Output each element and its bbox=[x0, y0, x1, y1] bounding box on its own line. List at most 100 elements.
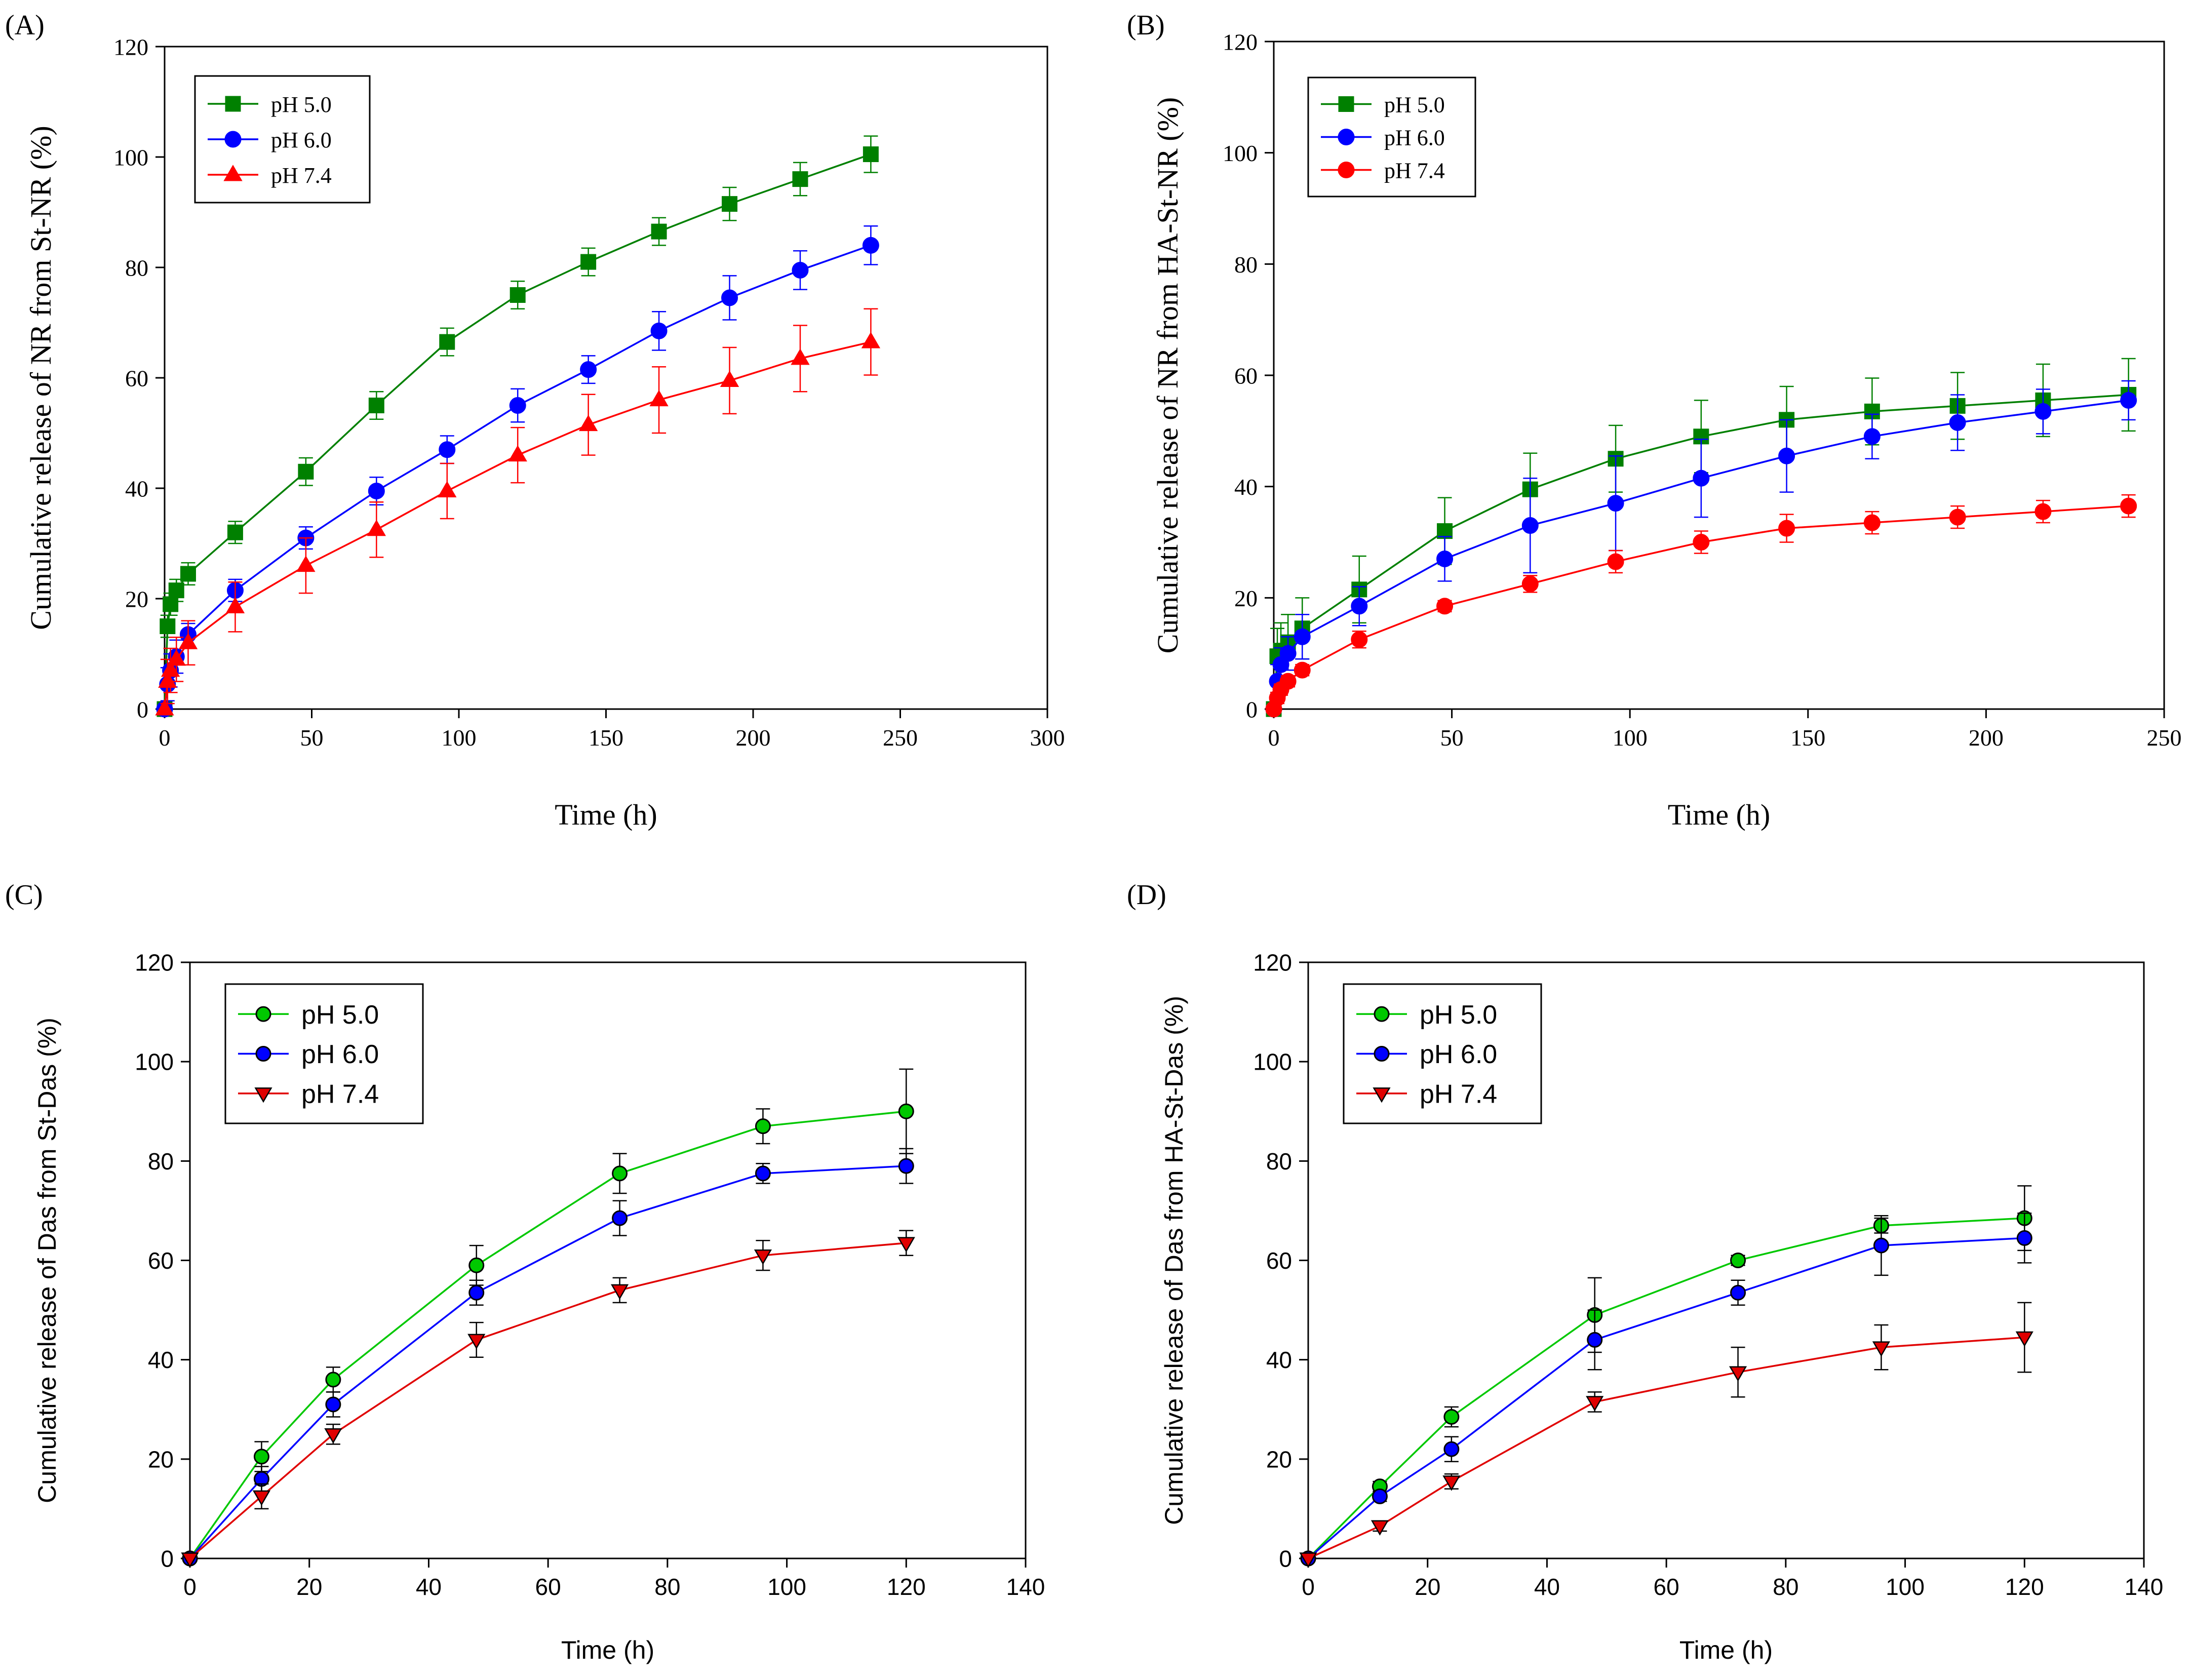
legend-marker bbox=[223, 165, 243, 181]
series-line bbox=[189, 1242, 907, 1559]
x-tick-label: 200 bbox=[1969, 725, 2004, 751]
data-point bbox=[2016, 1230, 2032, 1246]
y-tick-label: 0 bbox=[1279, 1546, 1292, 1572]
legend-marker bbox=[1374, 1006, 1390, 1022]
data-point bbox=[1279, 673, 1297, 690]
y-tick-label: 120 bbox=[113, 34, 148, 60]
data-point bbox=[1436, 550, 1454, 567]
data-point bbox=[227, 524, 243, 540]
data-point bbox=[161, 660, 180, 677]
x-tick-label: 0 bbox=[159, 725, 171, 751]
data-point bbox=[1586, 1396, 1604, 1412]
data-point bbox=[467, 1334, 486, 1350]
y-tick-label: 40 bbox=[125, 476, 148, 502]
data-point bbox=[1443, 1441, 1460, 1457]
y-tick-label: 40 bbox=[148, 1347, 174, 1373]
y-tick-label: 40 bbox=[1266, 1347, 1292, 1373]
legend: pH 5.0 pH 6.0 pH 7.4 bbox=[1307, 76, 1476, 198]
y-tick-label: 0 bbox=[1246, 697, 1258, 723]
data-point bbox=[468, 1284, 485, 1301]
data-point bbox=[1778, 520, 1795, 537]
x-tick-label: 60 bbox=[1654, 1574, 1679, 1600]
y-tick-label: 20 bbox=[1234, 585, 1258, 611]
data-point bbox=[791, 348, 810, 365]
data-point bbox=[368, 482, 385, 499]
legend-marker bbox=[224, 131, 242, 148]
legend-label: pH 7.4 bbox=[301, 1080, 379, 1109]
data-point bbox=[1351, 598, 1368, 615]
x-tick-label: 200 bbox=[736, 725, 771, 751]
data-point bbox=[612, 1165, 628, 1182]
data-point bbox=[1371, 1520, 1389, 1536]
legend-label: pH 5.0 bbox=[301, 1000, 379, 1030]
legend-label: pH 6.0 bbox=[301, 1040, 379, 1069]
x-tick-label: 250 bbox=[2147, 725, 2182, 751]
series-ph-6-0 bbox=[182, 1148, 914, 1567]
data-point bbox=[1778, 447, 1795, 464]
series-ph-5-0 bbox=[156, 135, 879, 717]
x-tick-label: 40 bbox=[416, 1574, 442, 1600]
data-point bbox=[1949, 509, 1966, 526]
data-point bbox=[168, 582, 184, 599]
chart-panel-b: (B) 0 50 100 150 200 250 0 20 40 60 80 100 120 Time (h… bbox=[1127, 10, 2182, 831]
panel-label: (A) bbox=[5, 10, 45, 41]
data-point bbox=[1863, 514, 1881, 531]
data-point bbox=[252, 1490, 270, 1506]
x-axis-label: Time (h) bbox=[555, 798, 657, 831]
x-tick-label: 20 bbox=[296, 1574, 322, 1600]
data-point bbox=[612, 1210, 628, 1226]
y-tick-label: 80 bbox=[1234, 252, 1258, 278]
y-tick-label: 20 bbox=[148, 1446, 174, 1472]
legend-entry: pH 6.0 bbox=[238, 1040, 379, 1069]
y-tick-label: 120 bbox=[135, 950, 174, 976]
y-tick-label: 100 bbox=[1223, 140, 1258, 166]
data-point bbox=[1442, 1475, 1461, 1491]
data-point bbox=[325, 1372, 341, 1388]
data-point bbox=[178, 633, 198, 649]
data-point bbox=[651, 223, 667, 240]
data-point bbox=[510, 287, 526, 303]
panel-label: (B) bbox=[1127, 10, 1165, 41]
x-tick-label: 50 bbox=[300, 725, 324, 751]
y-tick-label: 0 bbox=[161, 1546, 174, 1572]
x-axis-label: Time (h) bbox=[1679, 1636, 1773, 1664]
panel-label: (C) bbox=[5, 879, 43, 911]
data-point bbox=[368, 398, 384, 413]
data-point bbox=[1729, 1366, 1747, 1382]
x-tick-label: 140 bbox=[1006, 1574, 1045, 1600]
y-tick-label: 60 bbox=[1266, 1247, 1292, 1274]
series-ph-7-4 bbox=[181, 1230, 915, 1568]
x-tick-label: 100 bbox=[1886, 1574, 1925, 1600]
legend-marker bbox=[254, 1087, 272, 1103]
y-tick-label: 100 bbox=[135, 1049, 174, 1075]
data-point bbox=[2034, 503, 2052, 520]
chart-panel-a: (A) 0 50 100 150 200 250 300 0 20 40 60 80 100 120 Time… bbox=[5, 10, 1065, 831]
data-point bbox=[181, 1552, 199, 1568]
series-line bbox=[1307, 1217, 2025, 1559]
legend: pH 5.0 pH 6.0 pH 7.4 bbox=[1343, 983, 1542, 1124]
data-point bbox=[225, 597, 245, 613]
data-point bbox=[2120, 392, 2137, 409]
legend-marker bbox=[1338, 162, 1355, 178]
x-tick-label: 120 bbox=[887, 1574, 926, 1600]
x-tick-label: 0 bbox=[183, 1574, 197, 1600]
legend-label: pH 5.0 bbox=[1420, 1000, 1497, 1030]
x-tick-label: 0 bbox=[1268, 725, 1280, 751]
data-point bbox=[1863, 428, 1881, 445]
data-point bbox=[439, 441, 456, 458]
data-point bbox=[897, 1237, 915, 1253]
data-point bbox=[325, 1396, 341, 1413]
data-point bbox=[649, 389, 669, 407]
legend-marker bbox=[1373, 1087, 1391, 1103]
data-point bbox=[862, 237, 879, 254]
legend-entry: pH 5.0 bbox=[1356, 1000, 1497, 1030]
data-point bbox=[1521, 575, 1539, 593]
legend-label: pH 6.0 bbox=[1420, 1040, 1497, 1069]
legend-entry: pH 6.0 bbox=[208, 128, 332, 152]
data-point bbox=[792, 261, 809, 279]
series-line bbox=[189, 1165, 907, 1559]
data-point bbox=[1873, 1237, 1889, 1254]
legend-label: pH 7.4 bbox=[1384, 158, 1445, 183]
x-tick-label: 150 bbox=[589, 725, 623, 751]
x-tick-label: 80 bbox=[1773, 1574, 1798, 1600]
